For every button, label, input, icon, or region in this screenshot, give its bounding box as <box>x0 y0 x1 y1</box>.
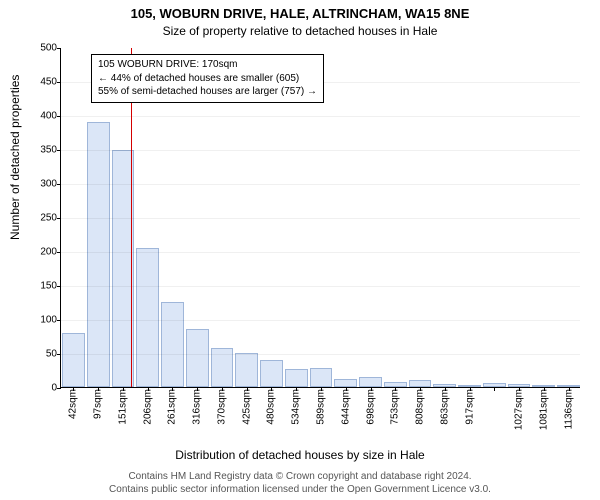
y-tick-mark <box>57 218 61 219</box>
histogram-bar <box>359 377 382 387</box>
y-tick-mark <box>57 150 61 151</box>
histogram-bar <box>409 380 432 387</box>
footer-line-1: Contains HM Land Registry data © Crown c… <box>0 471 600 484</box>
chart-footer: Contains HM Land Registry data © Crown c… <box>0 471 600 496</box>
x-tick-label: 589sqm <box>316 387 327 425</box>
gridline <box>61 286 580 287</box>
chart-subtitle: Size of property relative to detached ho… <box>0 24 600 38</box>
gridline <box>61 116 580 117</box>
x-tick-label: 1136sqm <box>563 387 574 429</box>
callout-line: ← 44% of detached houses are smaller (60… <box>98 72 317 86</box>
histogram-bar <box>136 248 159 387</box>
histogram-bar <box>62 333 85 387</box>
histogram-bar <box>186 329 209 387</box>
chart-title: 105, WOBURN DRIVE, HALE, ALTRINCHAM, WA1… <box>0 6 600 21</box>
y-tick-mark <box>57 184 61 185</box>
gridline <box>61 184 580 185</box>
y-tick-mark <box>57 388 61 389</box>
y-tick-mark <box>57 252 61 253</box>
footer-line-2: Contains public sector information licen… <box>0 484 600 497</box>
gridline <box>61 150 580 151</box>
x-tick-label: 917sqm <box>464 387 475 425</box>
histogram-bar <box>161 302 184 387</box>
x-tick-label: 808sqm <box>415 387 426 425</box>
x-tick-label: 753sqm <box>390 387 401 425</box>
histogram-bar <box>334 379 357 387</box>
histogram-bar <box>235 353 258 387</box>
y-tick-mark <box>57 354 61 355</box>
x-tick-mark <box>494 387 495 391</box>
y-axis-label: Number of detached properties <box>8 75 22 240</box>
gridline <box>61 320 580 321</box>
x-tick-label: 425sqm <box>241 387 252 425</box>
y-tick-mark <box>57 116 61 117</box>
x-tick-label: 644sqm <box>340 387 351 425</box>
x-tick-label: 42sqm <box>68 387 79 419</box>
callout-line: 105 WOBURN DRIVE: 170sqm <box>98 58 317 72</box>
x-tick-label: 151sqm <box>117 387 128 425</box>
x-tick-label: 1027sqm <box>514 387 525 430</box>
callout-line: 55% of semi-detached houses are larger (… <box>98 85 317 99</box>
gridline <box>61 218 580 219</box>
callout-box: 105 WOBURN DRIVE: 170sqm← 44% of detache… <box>91 54 324 103</box>
histogram-bar <box>285 369 308 387</box>
y-tick-mark <box>57 48 61 49</box>
x-tick-label: 316sqm <box>192 387 203 425</box>
x-tick-label: 261sqm <box>167 387 178 425</box>
gridline <box>61 252 580 253</box>
y-tick-mark <box>57 320 61 321</box>
x-tick-label: 97sqm <box>93 387 104 419</box>
x-axis-label: Distribution of detached houses by size … <box>0 448 600 462</box>
histogram-bar <box>310 368 333 387</box>
y-tick-mark <box>57 286 61 287</box>
x-tick-label: 206sqm <box>142 387 153 425</box>
x-tick-label: 863sqm <box>439 387 450 425</box>
gridline <box>61 354 580 355</box>
x-tick-label: 698sqm <box>365 387 376 425</box>
x-tick-label: 534sqm <box>291 387 302 425</box>
y-tick-mark <box>57 82 61 83</box>
x-tick-label: 1081sqm <box>538 387 549 430</box>
histogram-bar <box>87 122 110 387</box>
chart-container: 105, WOBURN DRIVE, HALE, ALTRINCHAM, WA1… <box>0 0 600 500</box>
plot-area: 05010015020025030035040045050042sqm97sqm… <box>60 48 580 388</box>
histogram-bar <box>260 360 283 387</box>
x-tick-label: 480sqm <box>266 387 277 425</box>
x-tick-label: 370sqm <box>216 387 227 425</box>
